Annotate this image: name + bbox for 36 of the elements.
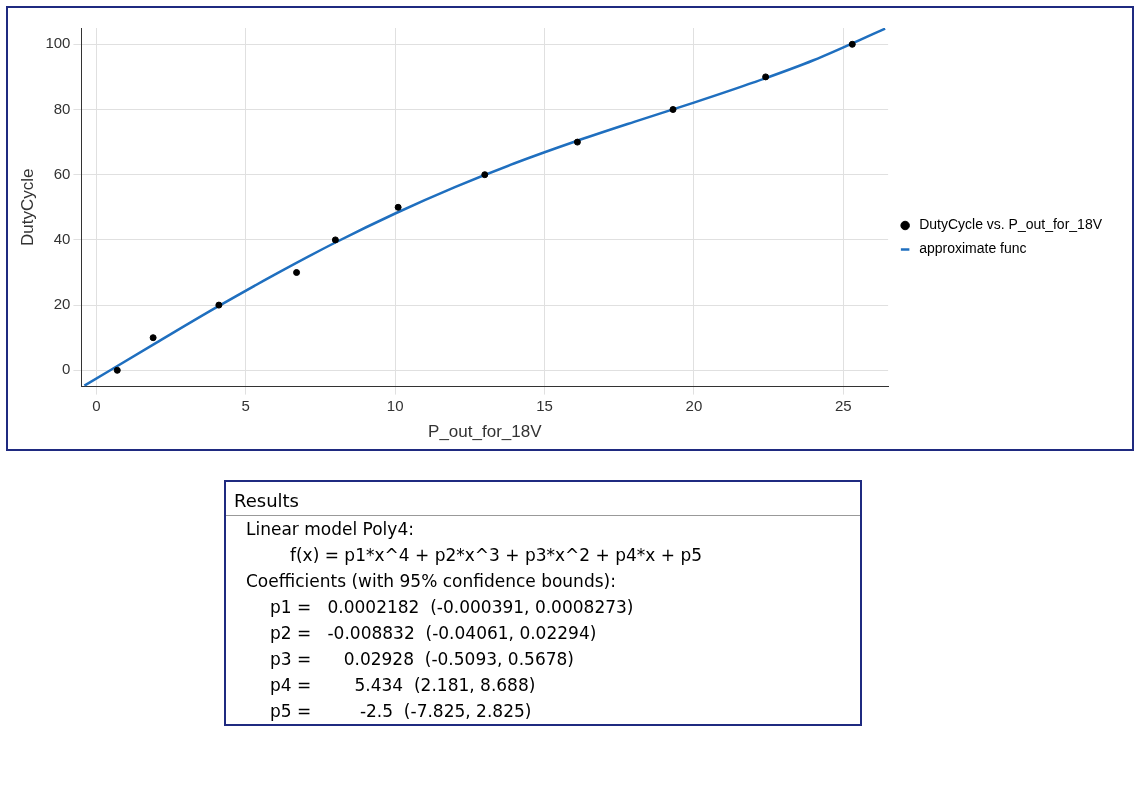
text: Coefficients (with 95% confidence bounds): [245,570,617,593]
point [149,334,157,342]
point [113,366,121,374]
text: Linear model Poly4: [245,518,415,541]
x-tick-label: 5 [241,396,250,414]
y-tick-label: 40 [53,230,71,248]
y-tick-label: 100 [45,34,71,52]
x-tick-label: 20 [685,396,703,414]
point [293,269,301,276]
x-tick-label: 15 [536,396,553,414]
point [215,301,223,309]
point [573,138,581,146]
text: Results [226,482,860,516]
point [394,203,402,211]
x-tick-label: 10 [386,396,404,414]
legend-label: approximate func [919,240,1027,257]
text: p5 = -2.5 (-7.825, 2.825) [269,700,533,723]
point [848,40,856,48]
y-tick-label: 60 [53,164,71,182]
y-axis-title: DutyCycle [17,168,37,247]
point [762,73,770,81]
text: p1 = 0.0002182 (-0.000391, 0.0008273) [269,596,635,619]
point [669,106,677,113]
text: p3 = 0.02928 (-0.5093, 0.5678) [269,648,575,671]
text: f(x) = p1*x^4 + p2*x^3 + p3*x^2 + p4*x + p5 [289,544,704,567]
y-tick-label: 0 [62,360,71,378]
x-tick-label: 0 [92,396,101,414]
x-axis-title: P_out_for_18V [428,422,543,442]
point [331,236,339,244]
text: p4 = 5.434 (2.181, 8.688) [269,674,537,697]
x-tick-label: 25 [834,396,852,414]
y-tick-label: 20 [53,295,71,313]
y-tick-label: 80 [53,99,71,117]
text: p2 = -0.008832 (-0.04061, 0.02294) [269,622,598,645]
point [481,171,489,179]
legend-label: DutyCycle vs. P_out_for_18V [919,216,1103,233]
